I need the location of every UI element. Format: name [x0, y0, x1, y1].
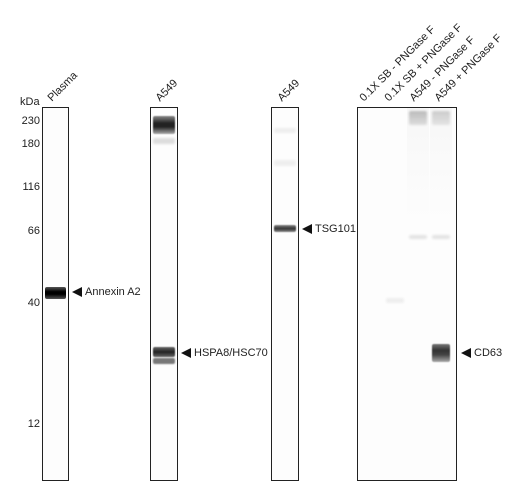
- band-cd63: [432, 344, 450, 362]
- annotation-cd63: CD63: [461, 347, 502, 359]
- mw-marker-230: 230: [21, 115, 40, 127]
- annotation-annexin-a2: Annexin A2: [72, 286, 141, 298]
- axis-unit-label: kDa: [20, 96, 40, 108]
- annotation-hspa8: HSPA8/HSC70: [181, 347, 268, 359]
- band-faint-66-3: [409, 235, 427, 239]
- blot-panel-plasma: [42, 107, 69, 481]
- annotation-label: HSPA8/HSC70: [194, 347, 268, 359]
- arrow-icon: [181, 348, 191, 358]
- sublane-4: [430, 108, 452, 480]
- sublane-2: [384, 108, 406, 480]
- band-faint-2: [274, 160, 296, 166]
- mw-marker-116: 116: [22, 181, 40, 193]
- arrow-icon: [302, 224, 312, 234]
- sublane-1: [361, 108, 383, 480]
- sublane-3: [407, 108, 429, 480]
- mw-marker-66: 66: [27, 225, 40, 237]
- mw-marker-12: 12: [27, 418, 40, 430]
- mw-marker-40: 40: [27, 297, 40, 309]
- band-faint-1: [274, 128, 296, 133]
- band-annexin-a2: [45, 287, 66, 299]
- mw-marker-180: 180: [21, 138, 40, 150]
- band-hspa8-lower: [153, 358, 175, 364]
- band-tsg101: [274, 225, 296, 232]
- lane-label-a549-1: A549: [153, 77, 181, 104]
- blot-panel-a549-tsg101: [271, 107, 299, 481]
- blot-panel-a549-hspa8: [150, 107, 178, 481]
- annotation-label: Annexin A2: [85, 286, 141, 298]
- band-faint-66-4: [432, 235, 450, 239]
- arrow-icon: [461, 348, 471, 358]
- band-faint-upper: [153, 138, 175, 144]
- annotation-label: TSG101: [315, 223, 356, 235]
- band-faint-mid: [386, 298, 404, 303]
- blot-panel-cd63: [357, 107, 457, 481]
- annotation-tsg101: TSG101: [302, 223, 356, 235]
- band-hspa8: [153, 347, 175, 357]
- lane-label-plasma: Plasma: [45, 69, 80, 104]
- band-smear-top-4: [432, 111, 450, 125]
- arrow-icon: [72, 287, 82, 297]
- lane-label-a549-2: A549: [275, 77, 303, 104]
- band-smear-top-3: [409, 111, 427, 125]
- annotation-label: CD63: [474, 347, 503, 359]
- band-high-mw: [153, 116, 175, 134]
